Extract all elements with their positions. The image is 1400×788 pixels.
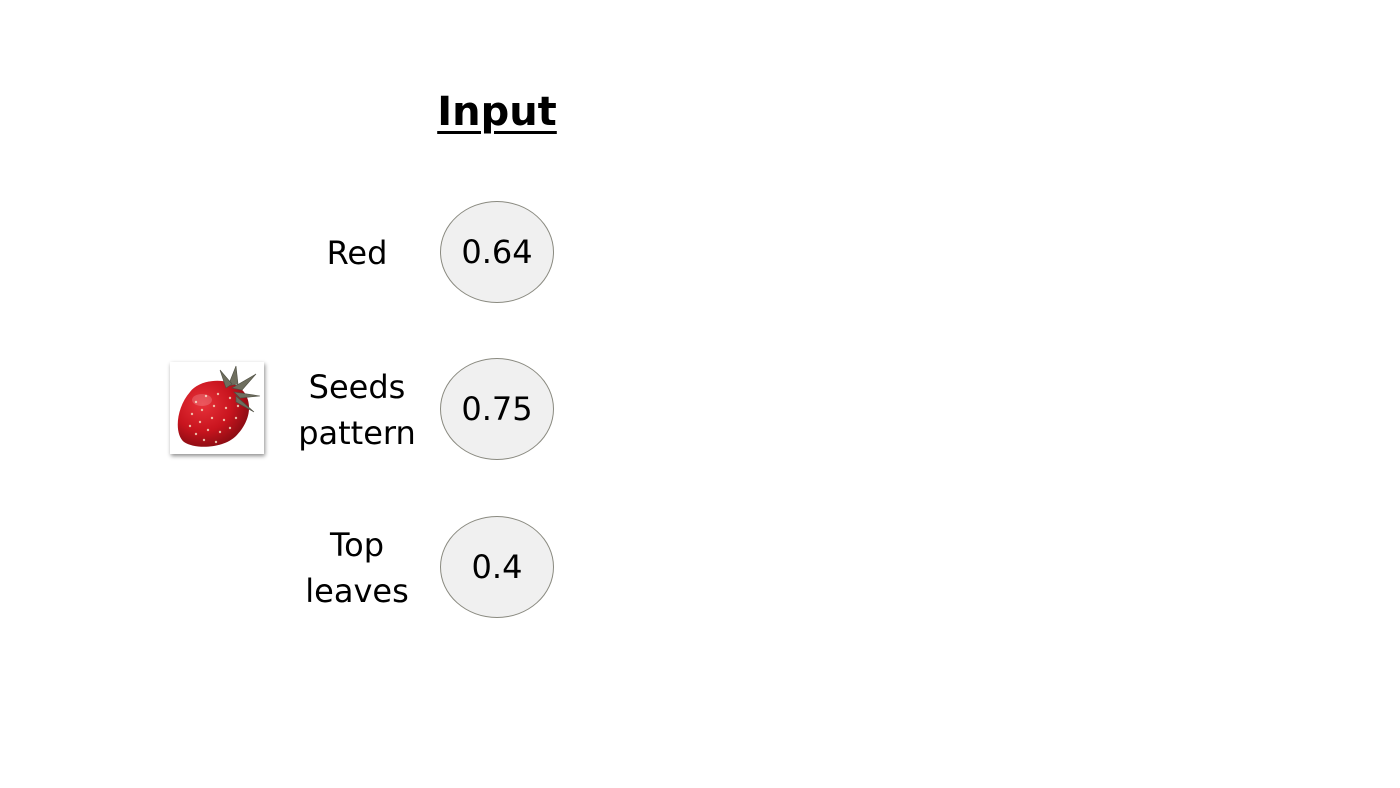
input-label-line: leaves [305,572,409,610]
input-label-line: pattern [298,414,416,452]
input-node-value: 0.75 [461,390,533,428]
input-node-top-leaves: 0.4 [440,516,554,618]
strawberry-icon [177,365,261,447]
input-node-seeds-pattern: 0.75 [440,358,554,460]
input-label-line: Top [330,526,384,564]
input-label-seeds-pattern: Seeds pattern [268,364,446,456]
input-label-line: Seeds [308,368,406,406]
input-label-top-leaves: Top leaves [268,522,446,614]
input-node-value: 0.4 [471,548,523,586]
input-label-line: Red [326,234,388,272]
input-node-value: 0.64 [461,233,533,271]
input-layer-title: Input [437,89,557,135]
strawberry-image [170,362,264,454]
input-node-red: 0.64 [440,201,554,303]
input-label-red: Red [268,230,446,276]
